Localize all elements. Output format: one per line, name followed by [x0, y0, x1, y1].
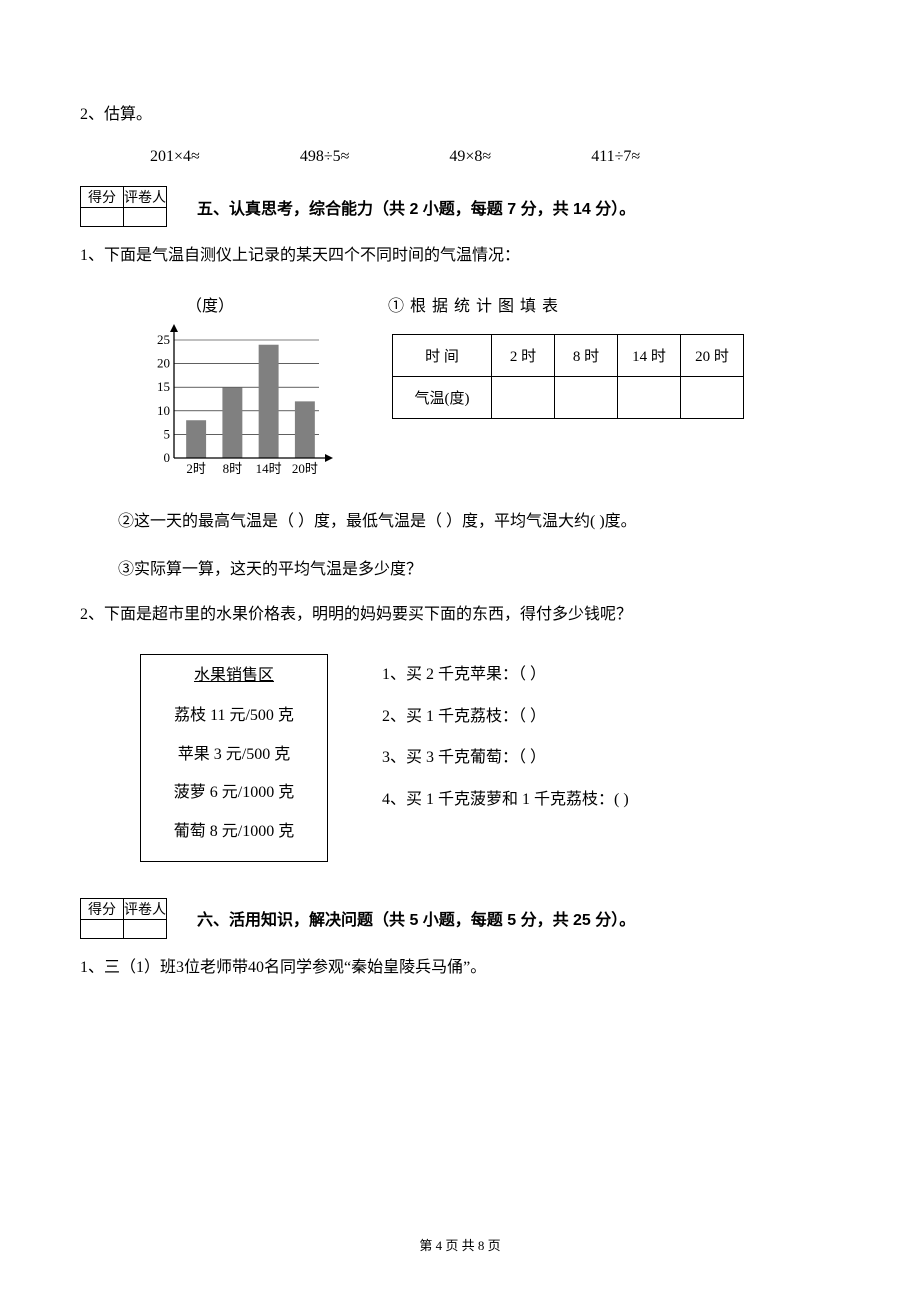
price-row-2: 菠萝 6 元/1000 克 [145, 774, 323, 812]
stmt2: ②这一天的最高气温是（ ）度，最低气温是（ ）度，平均气温大约( )度。 [80, 507, 840, 537]
price-q-b: 2、买 1 千克荔枝：（ ） [382, 696, 629, 738]
bar-chart: 0 5 10 15 20 25 2时 8时 14时 20时 [144, 322, 334, 482]
chart-block: （度） 0 5 10 15 20 25 2时 8时 14时 20时 ①根据统计图填表 时 间 2 … [80, 292, 840, 487]
q6-1-label: 1、三（1）班3位老师带40名同学参观“秦始皇陵兵马俑”。 [80, 953, 840, 983]
page-footer: 第 4 页 共 8 页 [0, 1235, 920, 1254]
q2-label: 2、估算。 [80, 100, 840, 130]
price-q-d: 4、买 1 千克菠萝和 1 千克荔枝：( ) [382, 779, 629, 821]
stmt3: ③实际算一算，这天的平均气温是多少度？ [80, 555, 840, 585]
calc-a: 201×4≈ [150, 148, 200, 166]
ft-r2c3 [555, 376, 618, 418]
svg-text:8时: 8时 [223, 461, 243, 476]
ft-r2c2 [492, 376, 555, 418]
svg-text:20: 20 [157, 355, 170, 370]
section6-title: 六、活用知识，解决问题（共 5 小题，每题 5 分，共 25 分）。 [197, 906, 635, 930]
fill-table: 时 间 2 时 8 时 14 时 20 时 气温(度) [392, 334, 744, 419]
ft-r2c5 [681, 376, 744, 418]
calc-b: 498÷5≈ [300, 148, 350, 166]
section5-title: 五、认真思考，综合能力（共 2 小题，每题 7 分，共 14 分）。 [197, 195, 635, 219]
chart-right: ①根据统计图填表 时 间 2 时 8 时 14 时 20 时 气温(度) [388, 292, 840, 419]
price-row-0: 荔枝 11 元/500 克 [145, 697, 323, 735]
page: { "q2_label": "2、估算。", "calc": { "a": "2… [0, 0, 920, 1302]
score-blank1 [81, 208, 124, 227]
price-q-c: 3、买 3 千克葡萄：（ ） [382, 737, 629, 779]
svg-text:5: 5 [164, 426, 171, 441]
score6-h1: 得分 [81, 898, 124, 919]
price-block: 水果销售区 荔枝 11 元/500 克 苹果 3 元/500 克 菠萝 6 元/… [80, 654, 840, 862]
table-title: ①根据统计图填表 [388, 292, 840, 316]
calc-row: 201×4≈ 498÷5≈ 49×8≈ 411÷7≈ [80, 148, 840, 166]
calc-d: 411÷7≈ [591, 148, 640, 166]
ft-r2c1: 气温(度) [393, 376, 492, 418]
price-box: 水果销售区 荔枝 11 元/500 克 苹果 3 元/500 克 菠萝 6 元/… [140, 654, 328, 862]
score6-blank1 [81, 919, 124, 938]
calc-c: 49×8≈ [449, 148, 491, 166]
price-row-3: 葡萄 8 元/1000 克 [145, 813, 323, 851]
ft-r1c2: 2 时 [492, 334, 555, 376]
ft-r1c1: 时 间 [393, 334, 492, 376]
score-box: 得分 评卷人 [80, 186, 167, 227]
score-h2: 评卷人 [124, 187, 167, 208]
ft-r2c4 [618, 376, 681, 418]
ft-r1c5: 20 时 [681, 334, 744, 376]
q5-2-label: 2、下面是超市里的水果价格表，明明的妈妈要买下面的东西，得付多少钱呢？ [80, 600, 840, 630]
ft-r1c3: 8 时 [555, 334, 618, 376]
price-row-1: 苹果 3 元/500 克 [145, 736, 323, 774]
score-h1: 得分 [81, 187, 124, 208]
price-q-a: 1、买 2 千克苹果：（ ） [382, 654, 629, 696]
price-title: 水果销售区 [145, 657, 323, 695]
svg-text:14时: 14时 [256, 461, 282, 476]
svg-text:20时: 20时 [292, 461, 318, 476]
svg-text:2时: 2时 [186, 461, 206, 476]
q5-1-label: 1、下面是气温自测仪上记录的某天四个不同时间的气温情况： [80, 241, 840, 271]
score-box-6: 得分 评卷人 [80, 898, 167, 939]
price-questions: 1、买 2 千克苹果：（ ） 2、买 1 千克荔枝：（ ） 3、买 3 千克葡萄… [382, 654, 629, 820]
score6-h2: 评卷人 [124, 898, 167, 919]
ft-r1c4: 14 时 [618, 334, 681, 376]
svg-text:15: 15 [157, 379, 170, 394]
section5-header: 得分 评卷人 五、认真思考，综合能力（共 2 小题，每题 7 分，共 14 分）… [80, 186, 840, 227]
chart-wrap: （度） 0 5 10 15 20 25 2时 8时 14时 20时 [144, 292, 344, 487]
svg-text:25: 25 [157, 332, 170, 347]
score-blank2 [124, 208, 167, 227]
svg-text:10: 10 [157, 403, 170, 418]
y-unit: （度） [144, 292, 344, 316]
section6-header: 得分 评卷人 六、活用知识，解决问题（共 5 小题，每题 5 分，共 25 分）… [80, 898, 840, 939]
score6-blank2 [124, 919, 167, 938]
svg-text:0: 0 [164, 450, 171, 465]
